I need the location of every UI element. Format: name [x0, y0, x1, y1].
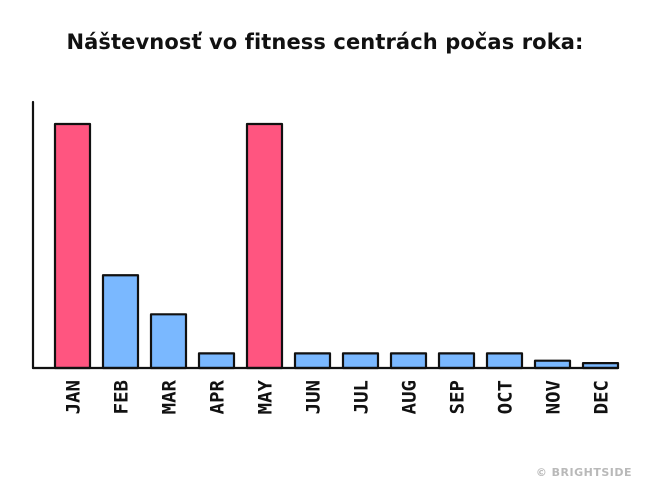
x-tick-labels: JAN FEB MAR APR MAY JUN JUL AUG SEP OCT NOV DEC: [63, 379, 613, 414]
x-tick-label-may: MAY: [255, 379, 277, 414]
bar-mar: [149, 313, 188, 370]
x-tick-label-feb: FEB: [111, 380, 133, 414]
x-tick-label-dec: DEC: [591, 380, 613, 414]
bar-jul: [341, 352, 380, 370]
bar-oct: [485, 352, 524, 370]
bar-aug: [389, 352, 428, 370]
x-tick-label-jul: JUL: [351, 380, 373, 414]
x-tick-label-aug: AUG: [399, 380, 421, 414]
x-tick-label-oct: OCT: [495, 380, 517, 414]
x-tick-label-nov: NOV: [543, 380, 565, 414]
bars-group: [53, 122, 620, 370]
x-tick-label-apr: APR: [207, 379, 229, 414]
bar-apr: [197, 352, 236, 370]
bar-jan: [53, 122, 92, 370]
bar-may: [245, 122, 284, 370]
chart-title: Náštevnosť vo fitness centrách počas rok…: [66, 30, 584, 54]
x-tick-label-sep: SEP: [447, 380, 469, 414]
bar-feb: [101, 274, 140, 370]
x-tick-label-jan: JAN: [63, 380, 85, 414]
x-tick-label-jun: JUN: [303, 380, 325, 414]
x-tick-label-mar: MAR: [159, 379, 181, 414]
bar-sep: [437, 352, 476, 370]
bar-jun: [293, 352, 332, 370]
brightside-watermark: © BRIGHTSIDE: [535, 466, 632, 479]
